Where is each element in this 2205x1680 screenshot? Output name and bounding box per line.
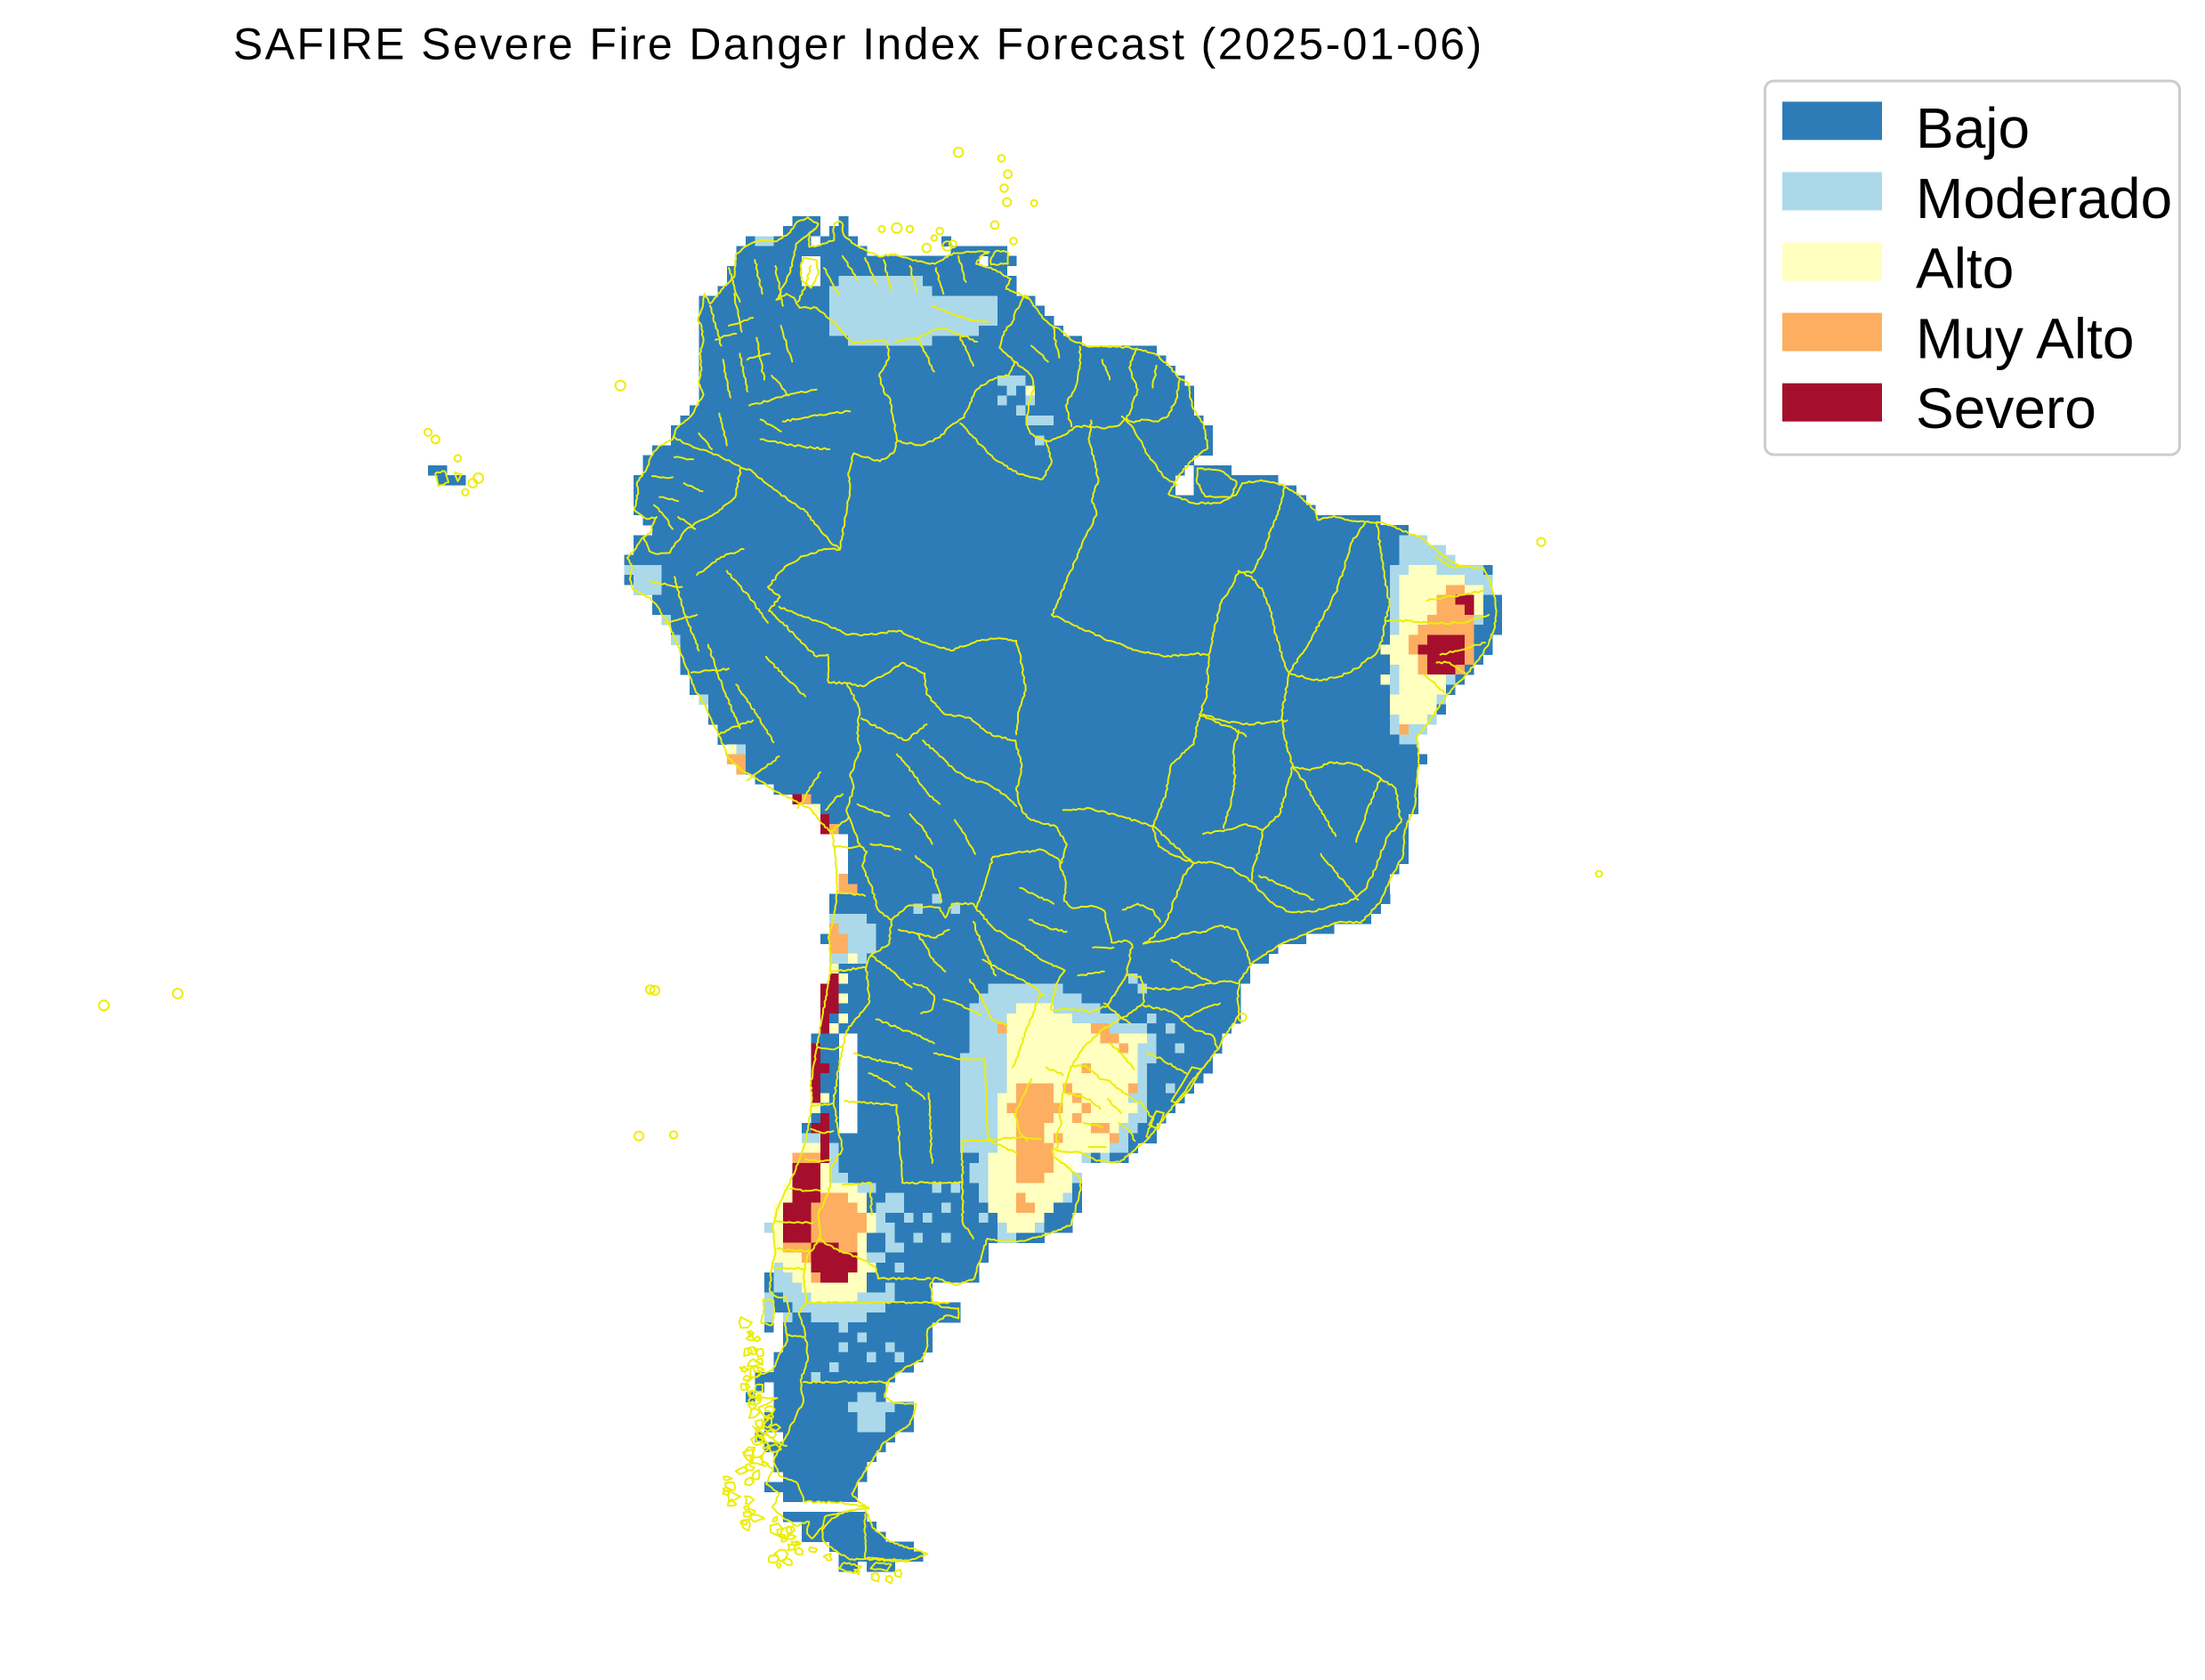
svg-text:Bajo: Bajo [1916,96,2030,160]
svg-text:Muy Alto: Muy Alto [1916,306,2134,370]
svg-text:SAFIRE Severe Fire Danger Inde: SAFIRE Severe Fire Danger Index Forecast… [233,20,1484,69]
svg-text:Severo: Severo [1916,376,2096,440]
svg-text:Alto: Alto [1916,237,2014,301]
svg-text:Moderado: Moderado [1916,166,2172,230]
